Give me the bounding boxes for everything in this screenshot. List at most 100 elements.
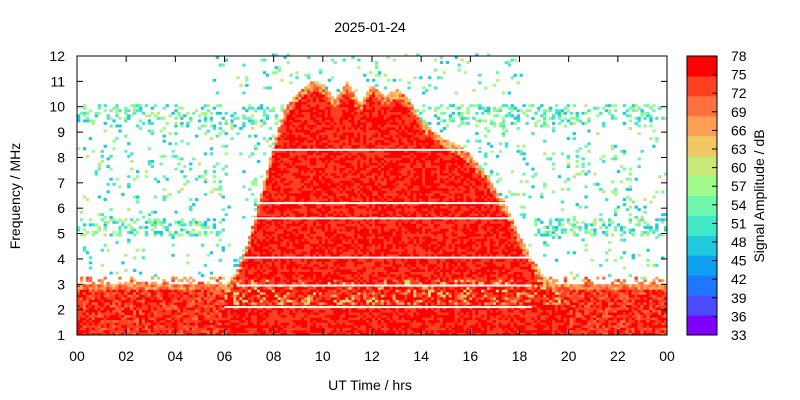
heatmap-cell <box>274 302 278 305</box>
heatmap-cell <box>183 296 187 300</box>
heatmap-cell <box>315 109 320 113</box>
heatmap-cell <box>327 261 332 265</box>
heatmap-cell <box>221 63 225 67</box>
heatmap-cell <box>298 263 302 267</box>
heatmap-cell <box>304 279 308 283</box>
heatmap-cell <box>348 263 352 267</box>
heatmap-cell <box>313 263 317 267</box>
heatmap-cell <box>141 309 146 313</box>
heatmap-cell <box>286 134 290 138</box>
heatmap-cell <box>283 317 287 321</box>
heatmap-cell <box>348 116 352 120</box>
heatmap-cell <box>318 198 323 201</box>
heatmap-cell <box>218 180 222 184</box>
heatmap-cell <box>133 312 137 316</box>
heatmap-cell <box>298 175 302 179</box>
heatmap-cell <box>147 119 152 123</box>
heatmap-cell <box>177 284 181 288</box>
heatmap-cell <box>230 124 234 128</box>
heatmap-cell <box>248 248 252 252</box>
heatmap-cell <box>168 291 172 295</box>
heatmap-cell <box>242 63 246 67</box>
heatmap-cell <box>286 225 290 229</box>
heatmap-cell <box>206 253 211 257</box>
heatmap-cell <box>313 162 317 166</box>
heatmap-cell <box>200 296 205 300</box>
heatmap-cell <box>262 223 267 227</box>
heatmap-cell <box>200 274 205 278</box>
heatmap-cell <box>283 109 287 113</box>
heatmap-cell <box>230 304 234 308</box>
heatmap-cell <box>318 317 323 321</box>
heatmap-cell <box>180 314 184 318</box>
heatmap-cell <box>121 291 125 295</box>
heatmap-cell <box>274 152 278 156</box>
heatmap-cell <box>301 289 305 293</box>
heatmap-cell <box>256 253 261 257</box>
heatmap-cell <box>348 139 352 143</box>
heatmap-cell <box>271 279 276 283</box>
heatmap-cell <box>159 312 163 316</box>
heatmap-cell <box>77 291 81 295</box>
heatmap-cell <box>100 324 104 328</box>
heatmap-cell <box>268 203 273 207</box>
heatmap-cell <box>277 289 281 293</box>
heatmap-cell <box>109 286 113 290</box>
heatmap-cell <box>159 154 163 158</box>
heatmap-cell <box>324 332 329 336</box>
heatmap-cell <box>330 127 335 130</box>
heatmap-cell <box>333 190 337 194</box>
heatmap-cell <box>165 299 169 303</box>
heatmap-cell <box>177 322 181 326</box>
heatmap-cell <box>180 233 184 237</box>
heatmap-cell <box>251 225 255 229</box>
heatmap-cell <box>97 319 101 323</box>
heatmap-cell <box>339 200 343 204</box>
heatmap-cell <box>354 299 358 303</box>
heatmap-cell <box>324 271 329 275</box>
heatmap-cell <box>77 312 81 316</box>
heatmap-cell <box>150 317 155 321</box>
heatmap-cell <box>195 286 199 290</box>
heatmap-cell <box>224 111 228 115</box>
heatmap-cell <box>262 261 267 265</box>
heatmap-cell <box>212 127 217 130</box>
heatmap-cell <box>180 121 184 125</box>
heatmap-cell <box>130 286 134 290</box>
heatmap-cell <box>224 299 228 303</box>
heatmap-cell <box>147 129 152 133</box>
heatmap-cell <box>109 208 113 212</box>
heatmap-cell <box>274 213 278 217</box>
heatmap-cell <box>242 116 246 120</box>
heatmap-cell <box>227 291 231 295</box>
heatmap-cell <box>189 314 193 318</box>
heatmap-cell <box>315 152 320 156</box>
heatmap-cell <box>318 218 323 222</box>
heatmap-cell <box>262 299 267 303</box>
heatmap-cell <box>289 177 293 181</box>
heatmap-cell <box>195 223 199 227</box>
heatmap-cell <box>324 142 329 146</box>
heatmap-cell <box>336 304 340 308</box>
heatmap-cell <box>277 317 281 321</box>
heatmap-cell <box>221 286 225 290</box>
heatmap-cell <box>304 319 308 323</box>
heatmap-cell <box>330 76 335 80</box>
heatmap-cell <box>197 162 202 166</box>
heatmap-cell <box>345 185 349 189</box>
heatmap-cell <box>286 142 290 146</box>
heatmap-cell <box>348 203 352 207</box>
heatmap-cell <box>97 327 101 331</box>
heatmap-cell <box>298 276 302 280</box>
heatmap-cell <box>339 312 343 316</box>
heatmap-cell <box>200 124 205 128</box>
heatmap-cell <box>203 177 208 181</box>
heatmap-cell <box>307 271 311 275</box>
heatmap-cell <box>91 327 96 331</box>
heatmap-cell <box>345 104 349 108</box>
heatmap-cell <box>192 302 196 305</box>
heatmap-cell <box>351 162 355 166</box>
heatmap-cell <box>313 111 317 115</box>
heatmap-cell <box>271 246 276 250</box>
heatmap-cell <box>351 238 355 242</box>
